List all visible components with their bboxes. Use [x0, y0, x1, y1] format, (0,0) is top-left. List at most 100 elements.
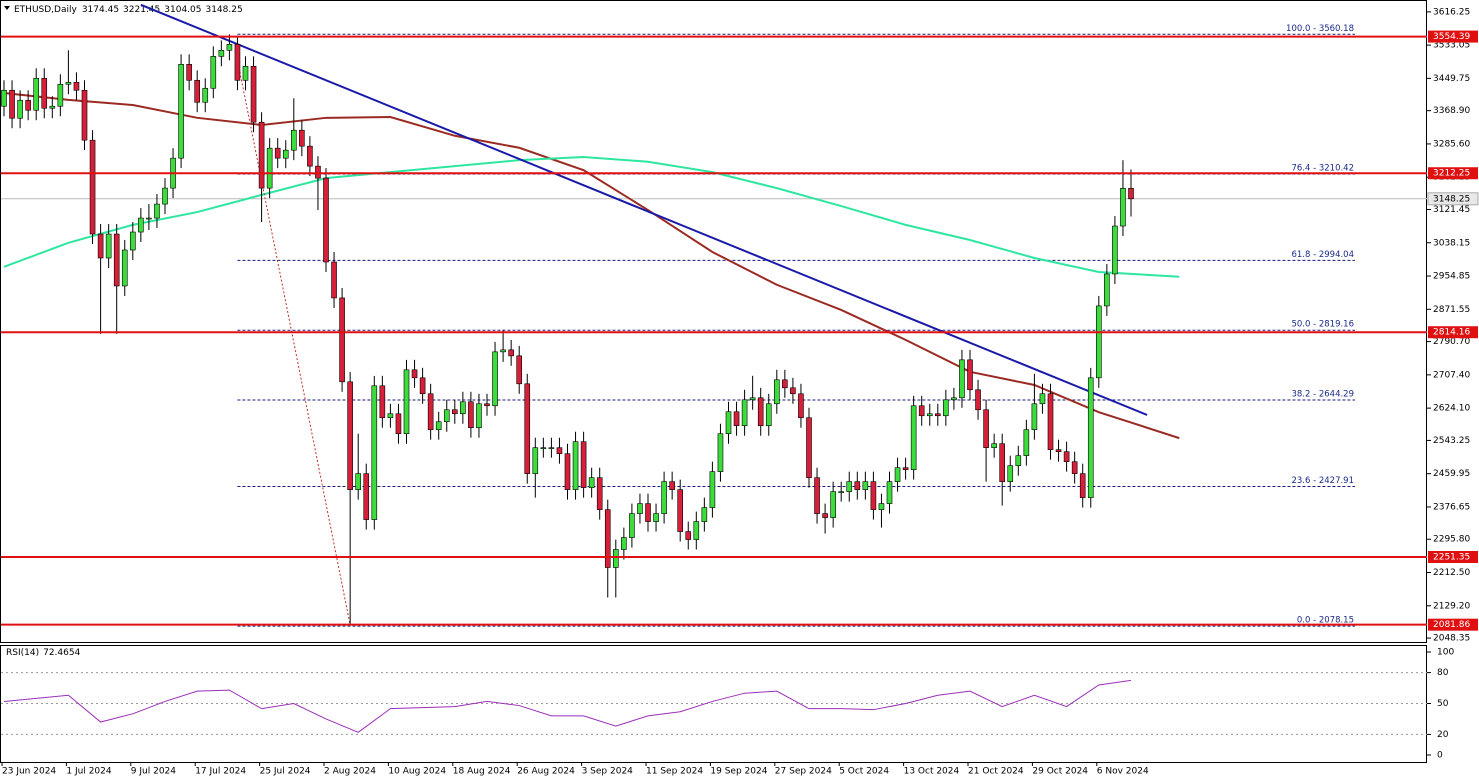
candle-body: [460, 401, 466, 415]
fib-label: 23.6 - 2427.91: [1291, 476, 1354, 486]
candle-body: [572, 441, 579, 490]
candle-body: [902, 467, 909, 470]
candle-body: [790, 387, 796, 395]
candle-body: [194, 79, 200, 103]
candle-body: [202, 87, 209, 103]
candle-body: [508, 349, 514, 357]
candle-body: [637, 503, 643, 514]
candle-body: [806, 417, 812, 478]
y-tick-label: 2954.85: [1433, 272, 1470, 282]
y-tick-label: 2790.70: [1433, 337, 1470, 347]
candle-body: [186, 64, 192, 81]
high: 3221.45: [123, 5, 160, 15]
rsi-tick-label: 20: [1437, 730, 1449, 740]
candle-body: [49, 105, 56, 109]
candle-body: [1055, 449, 1062, 452]
candle-body: [773, 379, 780, 405]
candle-body: [999, 443, 1006, 482]
candle-body: [307, 145, 313, 167]
candle-body: [741, 399, 748, 427]
candle-body: [234, 44, 241, 81]
candle-body: [959, 359, 965, 399]
candle-body: [492, 351, 498, 407]
candle-body: [403, 369, 410, 435]
candle-body: [1039, 393, 1046, 405]
candle-body: [975, 389, 981, 411]
candle-body: [33, 77, 40, 111]
fib-label: 0.0 - 2078.15: [1297, 616, 1354, 626]
y-tick-label: 3616.25: [1433, 7, 1470, 17]
candle-body: [242, 65, 249, 81]
candle-body: [580, 441, 587, 488]
level-label: 3212.25: [1433, 169, 1470, 179]
candle-body: [894, 467, 901, 482]
candle-body: [435, 421, 442, 431]
candle-body: [991, 443, 997, 449]
candle-body: [363, 473, 370, 520]
candle-body: [516, 355, 523, 385]
candle-body: [1015, 455, 1022, 466]
x-tick-label: 27 Sep 2024: [775, 767, 832, 777]
candle-body: [822, 513, 828, 518]
x-tick-label: 1 Jul 2024: [66, 767, 111, 777]
candle-body: [1096, 305, 1102, 379]
candle-body: [9, 89, 15, 119]
candle-body: [138, 217, 144, 233]
x-tick-label: 17 Jul 2024: [195, 767, 246, 777]
candle-body: [411, 369, 418, 379]
candle-body: [178, 64, 184, 159]
candle-body: [524, 383, 531, 474]
overlay-line: [3, 155, 1180, 278]
candle-body: [443, 409, 450, 423]
y-tick-label: 2624.10: [1433, 404, 1470, 414]
candle-body: [645, 503, 651, 522]
candle-body: [484, 403, 490, 407]
candle-body: [97, 233, 104, 259]
candle-body: [951, 397, 957, 401]
candle-body: [468, 401, 474, 429]
candle-body: [814, 477, 820, 514]
fib-label: 61.8 - 2994.04: [1291, 250, 1354, 260]
candle-body: [548, 447, 555, 450]
x-tick-label: 29 Oct 2024: [1032, 767, 1088, 777]
low: 3104.05: [164, 5, 201, 15]
candle-body: [693, 521, 700, 540]
y-tick-label: 2048.35: [1433, 634, 1470, 644]
candle-body: [355, 473, 362, 490]
rsi-value: 72.4654: [43, 648, 80, 658]
candle-body: [588, 477, 595, 488]
candle-body: [130, 231, 136, 251]
overlay-line: [140, 3, 1148, 416]
candle-body: [258, 121, 265, 189]
candle-body: [57, 83, 64, 107]
candle-body: [146, 217, 152, 220]
candle-body: [870, 481, 877, 510]
candle-body: [73, 81, 80, 91]
candle-body: [1063, 451, 1070, 462]
candle-body: [347, 381, 353, 490]
menu-icon[interactable]: [4, 6, 10, 10]
candle-body: [315, 165, 321, 179]
y-tick-label: 2295.80: [1433, 535, 1470, 545]
rsi-tick-label: 80: [1437, 668, 1449, 678]
candle-body: [105, 233, 112, 259]
y-tick-label: 3368.90: [1433, 106, 1470, 116]
candle-body: [282, 149, 289, 159]
candle-body: [564, 453, 571, 490]
level-label: 2081.86: [1433, 620, 1470, 630]
candle-body: [299, 129, 305, 147]
current-price-label: 3148.25: [1433, 194, 1470, 204]
candle-body: [878, 503, 885, 510]
candle-body: [1047, 393, 1054, 451]
candle-body: [113, 233, 120, 287]
y-tick-label: 2707.40: [1433, 370, 1470, 380]
candle-body: [290, 129, 297, 151]
fib-label: 76.4 - 3210.42: [1291, 163, 1354, 173]
candle-body: [1007, 465, 1014, 482]
candle-body: [862, 481, 869, 490]
candle-body: [604, 509, 611, 568]
y-tick-label: 3121.45: [1433, 205, 1470, 215]
header: ETHUSD,Daily 3174.45 3221.45 3104.05 3148.25: [14, 5, 243, 15]
candle-body: [886, 481, 893, 504]
